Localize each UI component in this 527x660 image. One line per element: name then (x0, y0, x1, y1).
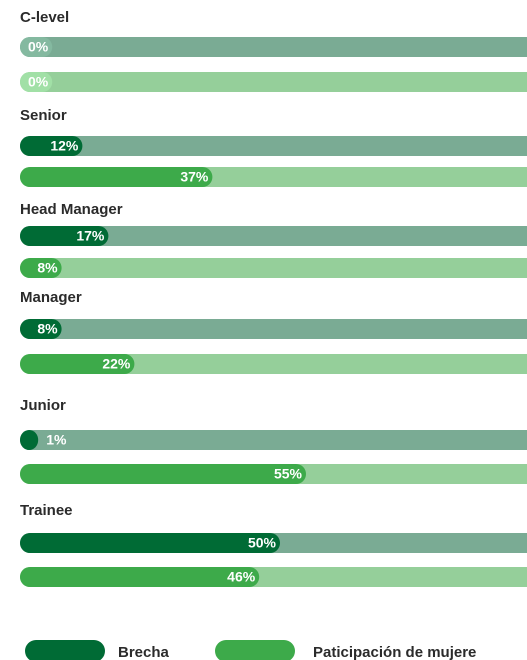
bar-track (20, 258, 527, 278)
value-label: 50% (248, 535, 277, 551)
value-label: 0% (28, 74, 49, 90)
legend-swatch (25, 640, 105, 660)
bar (20, 72, 53, 92)
value-label: 12% (50, 138, 79, 154)
bar-track (20, 72, 527, 92)
bar-track (20, 37, 527, 57)
value-label: 8% (37, 321, 58, 337)
value-label: 8% (37, 260, 58, 276)
bar (20, 226, 109, 246)
category-label: Senior (20, 107, 67, 124)
bar (20, 37, 53, 57)
value-label: 55% (274, 466, 303, 482)
category-label: Manager (20, 289, 82, 306)
value-label: 37% (180, 169, 209, 185)
bar (20, 258, 62, 278)
legend-label: Brecha (118, 644, 170, 660)
legend-swatch (215, 640, 295, 660)
bar (20, 354, 135, 374)
bar (20, 430, 39, 450)
bar-track (20, 430, 527, 450)
bar (20, 567, 260, 587)
category-label: Head Manager (20, 201, 123, 218)
legend-label: Paticipación de mujere (313, 644, 476, 660)
bar-track (20, 226, 527, 246)
bar-track (20, 319, 527, 339)
bar (20, 319, 62, 339)
category-label: Junior (20, 397, 66, 414)
category-label: Trainee (20, 502, 73, 519)
value-label: 46% (227, 569, 256, 585)
value-label: 22% (102, 356, 131, 372)
value-label: 1% (46, 432, 67, 448)
bar (20, 533, 280, 553)
value-label: 17% (76, 228, 105, 244)
bar-track (20, 354, 527, 374)
bar (20, 167, 213, 187)
value-label: 0% (28, 39, 49, 55)
bar (20, 464, 306, 484)
category-label: C-level (20, 9, 69, 26)
bar-track (20, 136, 527, 156)
bar (20, 136, 83, 156)
